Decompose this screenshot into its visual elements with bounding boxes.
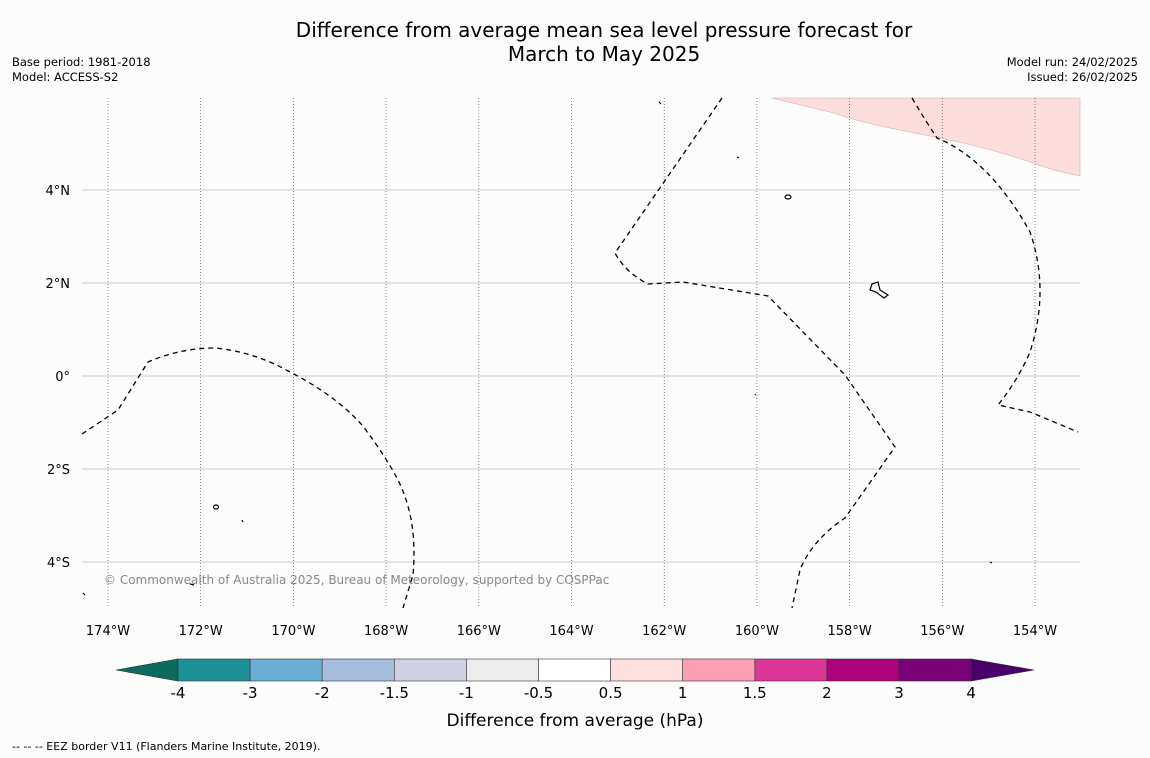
colorbar-tick-label: -2	[315, 684, 330, 702]
lon-tick-label: 166°W	[457, 624, 501, 639]
colorbar-extend-high	[970, 658, 1035, 682]
graticule	[82, 98, 1080, 608]
island	[212, 504, 220, 510]
colorbar-tick-label: 3	[894, 684, 904, 702]
colorbar-tick-label: -4	[171, 684, 186, 702]
map-panel: © Commonwealth of Australia 2025, Bureau…	[81, 97, 1081, 609]
lon-tick-label: 172°W	[179, 624, 223, 639]
colorbar-segment	[538, 658, 611, 682]
island	[989, 561, 993, 564]
lat-tick-label: 2°S	[47, 463, 70, 478]
lon-tick-label: 160°W	[735, 624, 779, 639]
lat-tick-label: 4°S	[47, 556, 70, 571]
meta-left: Base period: 1981-2018 Model: ACCESS-S2	[12, 55, 151, 85]
colorbar-segment	[393, 658, 467, 682]
lon-tick-label: 156°W	[920, 624, 964, 639]
island	[82, 592, 86, 596]
axis-labels: 174°W 172°W 170°W 168°W 166°W 164°W 162°W 160°W…	[46, 184, 1058, 639]
lon-tick-label: 164°W	[549, 624, 593, 639]
colorbar-segment	[466, 658, 539, 682]
chart-title: Difference from average mean sea level p…	[0, 18, 1150, 66]
colorbar-tick-label: 4	[966, 684, 976, 702]
colorbar-segment	[898, 658, 972, 682]
eez-borders	[81, 97, 1079, 609]
colorbar-tick-label: -1.5	[380, 684, 409, 702]
island	[189, 583, 195, 586]
colorbar-segment	[682, 658, 756, 682]
colorbar-segment	[177, 658, 251, 682]
title-line-2: March to May 2025	[507, 42, 701, 66]
map-background	[82, 98, 1080, 608]
colorbar-label: Difference from average (hPa)	[447, 711, 704, 731]
lon-tick-label: 162°W	[642, 624, 686, 639]
colorbar-segment	[249, 658, 323, 682]
colorbar-extend-low	[115, 658, 179, 682]
lon-tick-label: 168°W	[364, 624, 408, 639]
colorbar-tick-label: 1.5	[743, 684, 767, 702]
lat-tick-label: 2°N	[46, 277, 71, 292]
colorbar-segment	[610, 658, 683, 682]
base-period: Base period: 1981-2018	[12, 55, 151, 69]
colorbar-segment	[754, 658, 828, 682]
island	[754, 393, 757, 396]
lon-tick-label: 154°W	[1013, 624, 1057, 639]
colorbar-tick-label: -3	[243, 684, 258, 702]
model-name: Model: ACCESS-S2	[12, 70, 119, 84]
colorbar-tick-label: 2	[822, 684, 832, 702]
island-kiritimati	[869, 281, 890, 299]
colorbar: -4 -3 -2 -1.5 -1 -0.5 0.5 1 1.5 2 3 4	[115, 658, 1035, 702]
eez-border-central	[614, 97, 896, 609]
colorbar-tick-label: -1	[459, 684, 474, 702]
island	[241, 519, 244, 523]
colorbar-tick-label: -0.5	[524, 684, 553, 702]
eez-border-west	[81, 347, 415, 609]
positive-anomaly-region	[771, 97, 1081, 177]
model-run: Model run: 24/02/2025	[1006, 55, 1138, 69]
eez-legend: -- -- -- EEZ border V11 (Flanders Marine…	[12, 740, 321, 753]
colorbar-segment	[321, 658, 395, 682]
meta-right: Model run: 24/02/2025 Issued: 26/02/2025	[1007, 55, 1138, 85]
map-figure: © Commonwealth of Australia 2025, Bureau…	[46, 97, 1081, 731]
colorbar-tick-label: 0.5	[599, 684, 623, 702]
lat-tick-label: 4°N	[46, 184, 71, 199]
lat-tick-label: 0°	[55, 370, 70, 385]
island	[658, 101, 662, 105]
island	[736, 156, 740, 159]
islands	[82, 101, 993, 596]
lon-tick-label: 174°W	[86, 624, 130, 639]
eez-border-east	[911, 97, 1079, 433]
colorbar-tick-label: 1	[678, 684, 688, 702]
copyright-text: © Commonwealth of Australia 2025, Bureau…	[104, 573, 609, 587]
colorbar-segment	[826, 658, 900, 682]
lon-tick-label: 158°W	[828, 624, 872, 639]
island	[784, 194, 792, 200]
title-line-1: Difference from average mean sea level p…	[295, 18, 913, 42]
issued-date: Issued: 26/02/2025	[1027, 70, 1138, 84]
lon-tick-label: 170°W	[271, 624, 315, 639]
